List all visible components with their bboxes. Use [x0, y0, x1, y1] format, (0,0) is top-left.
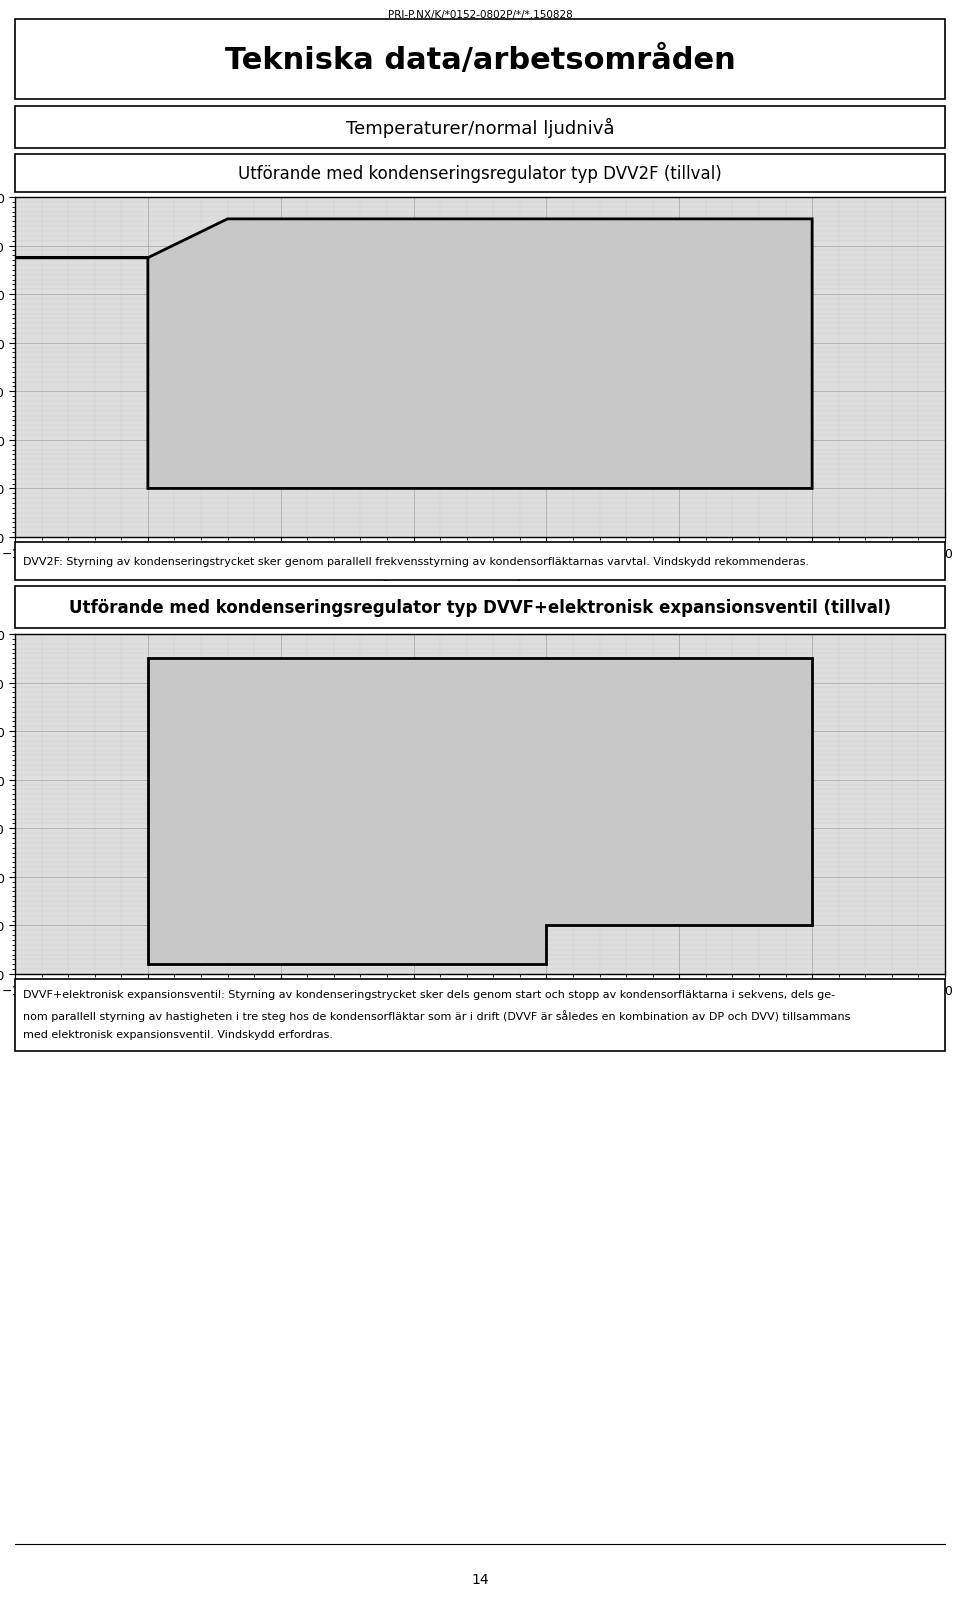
Text: 14: 14: [471, 1572, 489, 1586]
X-axis label: Utgående köldbärartemperatur [°C]: Utgående köldbärartemperatur [°C]: [368, 1003, 592, 1017]
Text: DVVF+elektronisk expansionsventil: Styrning av kondenseringstrycket sker dels ge: DVVF+elektronisk expansionsventil: Styrn…: [23, 990, 835, 1000]
Bar: [15, 108, 945, 149]
Text: nom parallell styrning av hastigheten i tre steg hos de kondensorfläktar som är : nom parallell styrning av hastigheten i …: [23, 1009, 851, 1022]
Bar: [15, 979, 945, 1051]
Text: PRI-P.NX/K/*0152-0802P/*/*.150828: PRI-P.NX/K/*0152-0802P/*/*.150828: [388, 10, 572, 19]
Bar: [15, 154, 945, 193]
Text: DVV2F: Styrning av kondenseringstrycket sker genom parallell frekvensstyrning av: DVV2F: Styrning av kondenseringstrycket …: [23, 556, 809, 567]
Polygon shape: [148, 659, 812, 964]
Bar: [15, 19, 945, 100]
Text: Tekniska data/arbetsområden: Tekniska data/arbetsområden: [225, 45, 735, 76]
Text: Utförande med kondenseringsregulator typ DVVF+elektronisk expansionsventil (till: Utförande med kondenseringsregulator typ…: [69, 599, 891, 617]
Text: Temperaturer/normal ljudnivå: Temperaturer/normal ljudnivå: [346, 117, 614, 138]
Polygon shape: [15, 220, 812, 489]
Bar: [15, 543, 945, 580]
Text: Utförande med kondenseringsregulator typ DVV2F (tillval): Utförande med kondenseringsregulator typ…: [238, 166, 722, 183]
Text: med elektronisk expansionsventil. Vindskydd erfordras.: med elektronisk expansionsventil. Vindsk…: [23, 1030, 333, 1040]
X-axis label: Utgående köldbärartemperatur [°C]: Utgående köldbärartemperatur [°C]: [368, 567, 592, 580]
Bar: [15, 587, 945, 628]
